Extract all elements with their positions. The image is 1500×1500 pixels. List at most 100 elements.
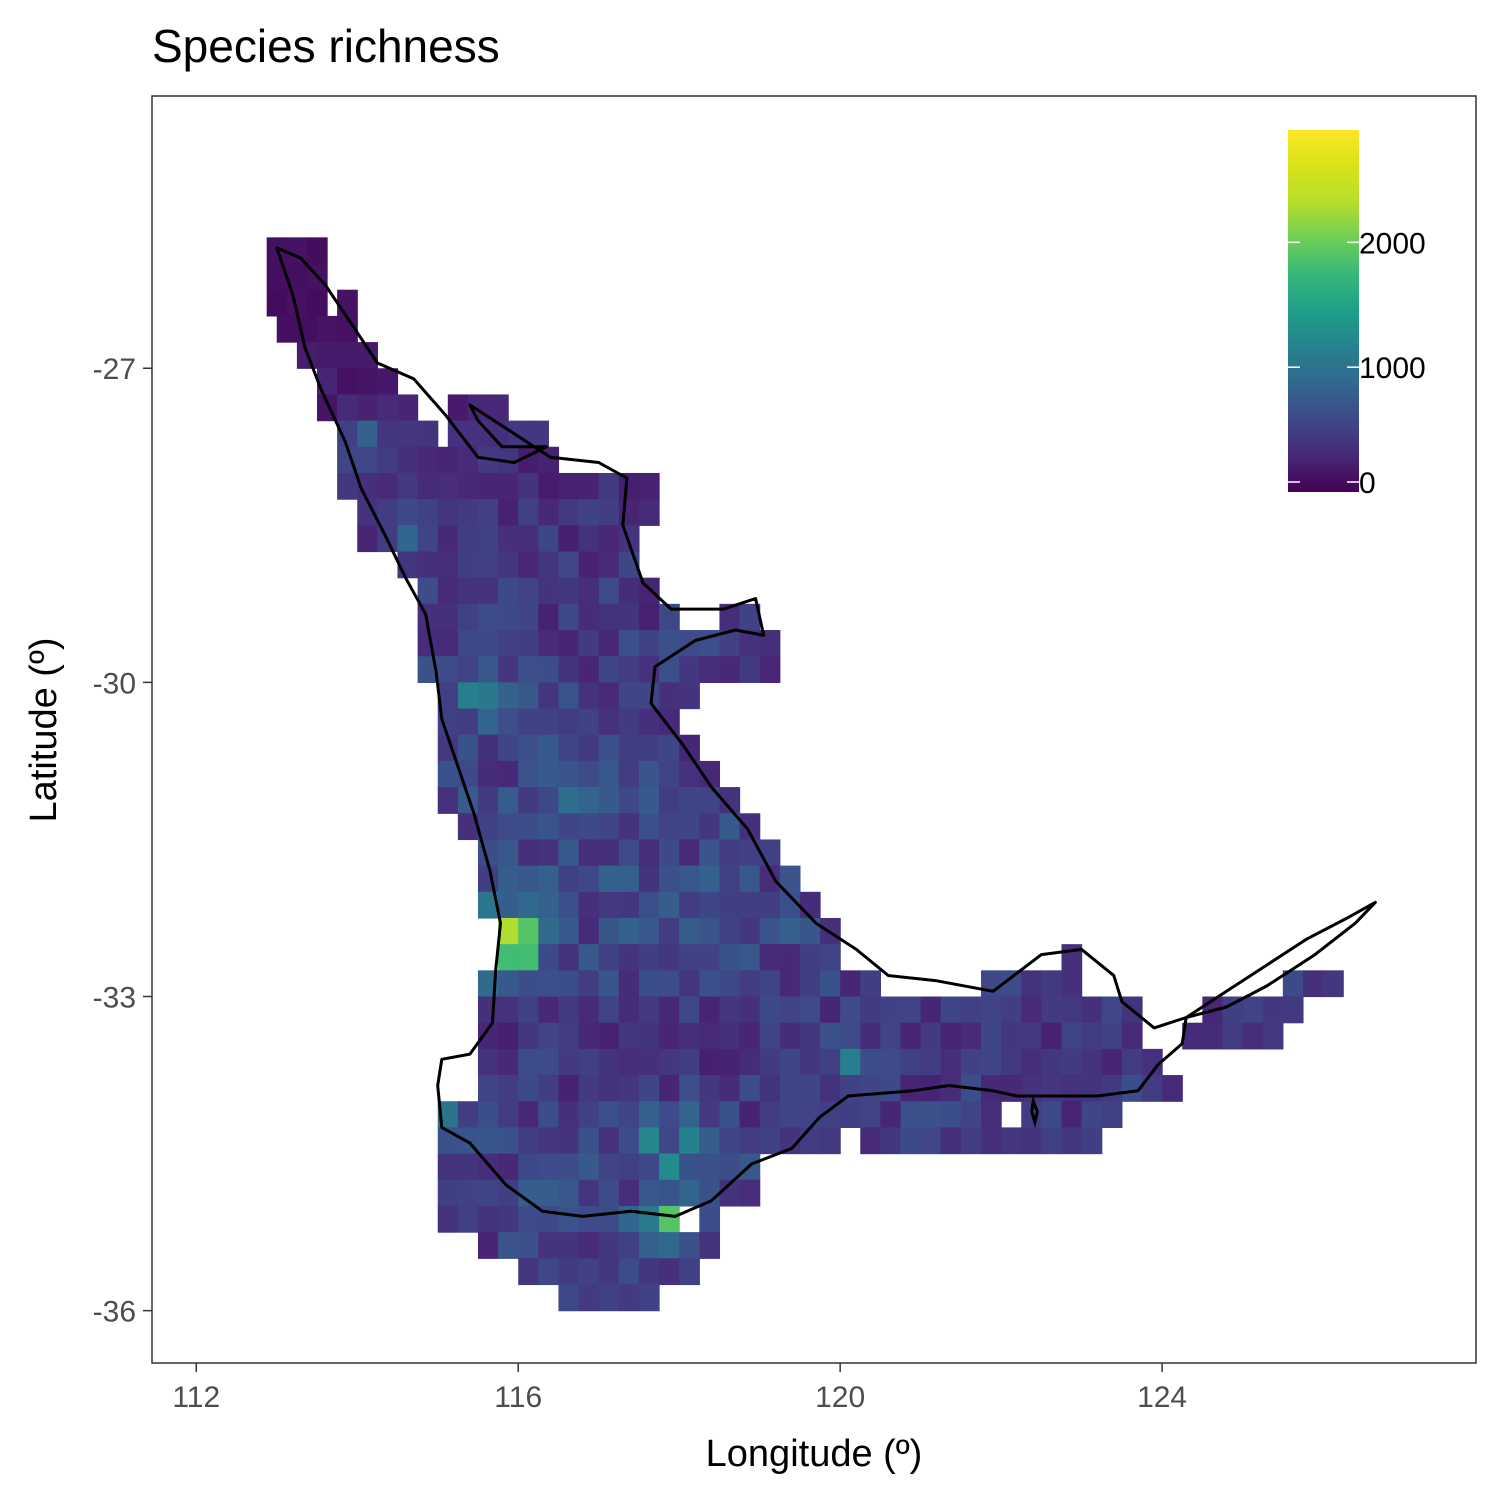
heatmap-cell bbox=[618, 656, 640, 683]
heatmap-cell bbox=[618, 1075, 640, 1102]
heatmap-cell bbox=[578, 1153, 600, 1181]
heatmap-cell bbox=[397, 446, 419, 474]
heatmap-cell bbox=[618, 1127, 640, 1155]
heatmap-cell bbox=[578, 760, 600, 788]
heatmap-cell bbox=[518, 472, 539, 500]
heatmap-cell bbox=[518, 944, 539, 971]
heatmap-cell bbox=[377, 499, 399, 526]
heatmap-cell bbox=[477, 603, 499, 631]
heatmap-cell bbox=[699, 996, 721, 1024]
heatmap-cell bbox=[759, 656, 781, 683]
heatmap-cell bbox=[679, 787, 700, 814]
heatmap-cell bbox=[1141, 1048, 1163, 1076]
heatmap-cell bbox=[779, 865, 801, 893]
heatmap-cell bbox=[679, 944, 700, 971]
heatmap-cell bbox=[618, 891, 640, 919]
heatmap-cell bbox=[437, 787, 459, 814]
heatmap-cell bbox=[538, 472, 560, 500]
heatmap-cell bbox=[558, 525, 580, 553]
heatmap-cell bbox=[477, 577, 499, 605]
heatmap-cell bbox=[719, 1075, 741, 1102]
x-tick-label: 120 bbox=[815, 1381, 865, 1414]
heatmap-cell bbox=[820, 1127, 841, 1155]
heatmap-cell bbox=[1041, 996, 1063, 1024]
heatmap-cell bbox=[477, 630, 499, 657]
heatmap-cell bbox=[1182, 1022, 1203, 1050]
heatmap-cell bbox=[940, 996, 962, 1024]
heatmap-cell bbox=[880, 1022, 902, 1050]
heatmap-cell bbox=[518, 917, 539, 945]
heatmap-cell bbox=[1001, 996, 1022, 1024]
heatmap-cell bbox=[699, 813, 721, 841]
heatmap-cell bbox=[638, 1258, 660, 1286]
heatmap-cell bbox=[1242, 996, 1264, 1024]
heatmap-cell bbox=[337, 289, 358, 317]
heatmap-cell bbox=[799, 944, 821, 971]
heatmap-cell bbox=[699, 1022, 721, 1050]
color-legend: 0 1000 2000 bbox=[1288, 130, 1426, 500]
heatmap-cell bbox=[739, 917, 761, 945]
heatmap-cell bbox=[498, 734, 519, 762]
heatmap-cell bbox=[598, 1022, 620, 1050]
heatmap-cell bbox=[538, 865, 560, 893]
heatmap-cell bbox=[498, 1205, 519, 1233]
heatmap-cell bbox=[457, 446, 479, 474]
heatmap-cell bbox=[498, 708, 519, 736]
heatmap-cell bbox=[759, 996, 781, 1024]
heatmap-cell bbox=[598, 1205, 620, 1233]
heatmap-cell bbox=[518, 787, 539, 814]
heatmap-cell bbox=[960, 1127, 982, 1155]
heatmap-cell bbox=[598, 760, 620, 788]
heatmap-cell bbox=[719, 1101, 741, 1128]
heatmap-cell bbox=[719, 917, 741, 945]
heatmap-cell bbox=[1282, 996, 1304, 1024]
heatmap-cell bbox=[598, 1258, 620, 1286]
heatmap-cell bbox=[1081, 1101, 1103, 1128]
heatmap-cell bbox=[447, 420, 469, 448]
heatmap-cell bbox=[981, 1101, 1002, 1128]
heatmap-cell bbox=[618, 944, 640, 971]
heatmap-cell bbox=[578, 472, 600, 500]
heatmap-cell bbox=[618, 1022, 640, 1050]
heatmap-cell bbox=[1121, 1048, 1143, 1076]
heatmap-cell bbox=[659, 839, 680, 867]
heatmap-cell bbox=[477, 760, 499, 788]
heatmap-cell bbox=[1021, 970, 1042, 998]
heatmap-cell bbox=[779, 944, 801, 971]
heatmap-cell bbox=[377, 446, 399, 474]
heatmap-cell bbox=[437, 551, 459, 579]
heatmap-cell bbox=[759, 970, 781, 998]
heatmap-cell bbox=[920, 1048, 942, 1076]
heatmap-cell bbox=[498, 1232, 519, 1259]
heatmap-cell bbox=[699, 1101, 721, 1128]
heatmap-cell bbox=[699, 656, 721, 683]
heatmap-cell bbox=[1061, 1022, 1083, 1050]
heatmap-cell bbox=[437, 630, 459, 657]
heatmap-cell bbox=[1001, 1048, 1022, 1076]
heatmap-cell bbox=[739, 996, 761, 1024]
heatmap-cell bbox=[699, 1127, 721, 1155]
heatmap-cell bbox=[578, 656, 600, 683]
heatmap-cell bbox=[538, 1179, 560, 1207]
heatmap-cell bbox=[558, 1232, 580, 1259]
heatmap-cell bbox=[538, 551, 560, 579]
heatmap-cell bbox=[518, 630, 539, 657]
heatmap-cell bbox=[286, 263, 308, 291]
heatmap-cell bbox=[719, 630, 741, 657]
heatmap-cell bbox=[598, 734, 620, 762]
heatmap-cell bbox=[699, 891, 721, 919]
heatmap-cell bbox=[618, 1232, 640, 1259]
heatmap-cell bbox=[437, 499, 459, 526]
heatmap-cell bbox=[638, 656, 660, 683]
heatmap-cell bbox=[659, 1048, 680, 1076]
heatmap-cell bbox=[437, 603, 459, 631]
heatmap-cell bbox=[960, 996, 982, 1024]
heatmap-cell bbox=[437, 1205, 459, 1233]
heatmap-cell bbox=[457, 813, 479, 841]
y-axis-title: Latitude (º) bbox=[23, 638, 65, 823]
heatmap-cell bbox=[638, 472, 660, 500]
heatmap-cell bbox=[558, 708, 580, 736]
heatmap-cell bbox=[679, 734, 700, 762]
heatmap-cell bbox=[1001, 1127, 1022, 1155]
heatmap-cell bbox=[538, 630, 560, 657]
